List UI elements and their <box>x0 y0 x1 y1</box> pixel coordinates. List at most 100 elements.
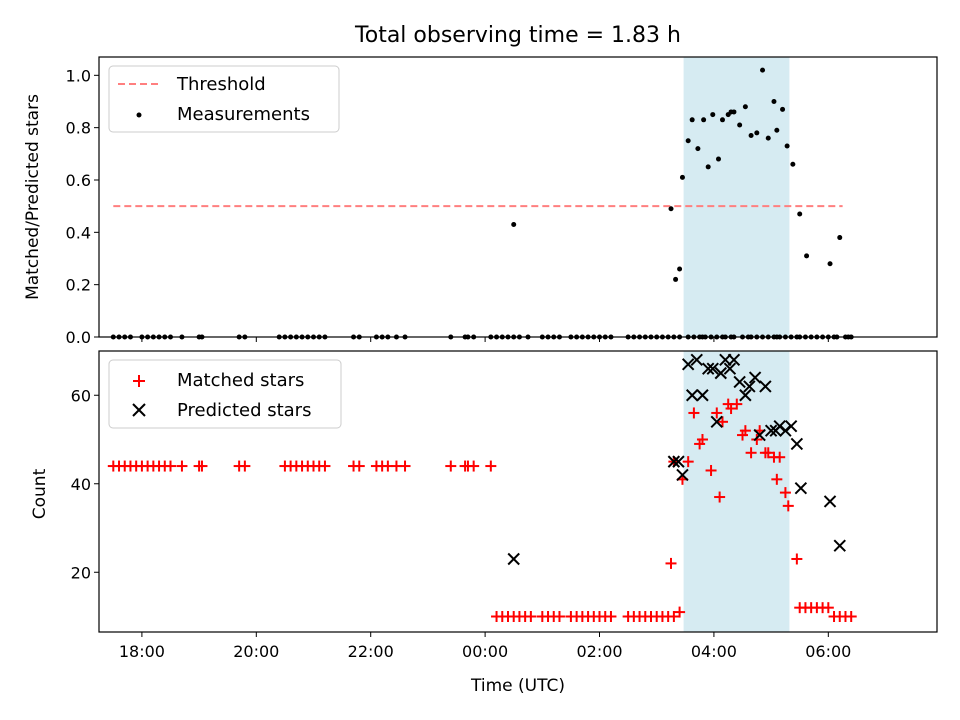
matched-star-point <box>605 611 617 623</box>
ratio-legend: Threshold Measurements <box>108 65 340 133</box>
threshold-legend-label: Threshold <box>176 74 266 95</box>
predicted-star-point <box>727 353 741 367</box>
predicted-star-point <box>833 539 846 552</box>
matched-star-point <box>668 611 680 623</box>
ratio-y-tick-label: 1.0 <box>66 66 91 85</box>
measurement-point <box>715 156 721 162</box>
predicted-star-point <box>690 353 703 367</box>
matched-star-point <box>711 407 723 419</box>
count-panel: 20 40 60 18:00 20:00 22:00 00:00 02:00 04:00 06:… <box>30 350 938 696</box>
matched-star-point <box>553 611 565 623</box>
x-axis-label: Time (UTC) <box>470 676 565 696</box>
measurement-point <box>695 146 701 152</box>
predicted-star-point <box>710 415 723 429</box>
predicted-star-point <box>823 495 837 508</box>
measurement-point <box>748 133 754 139</box>
predicted-star-point <box>714 366 727 380</box>
matched-star-point <box>745 447 757 459</box>
matched-star-point <box>239 460 251 472</box>
predicted-star-point <box>759 380 772 393</box>
matched-star-point <box>468 460 480 472</box>
measurement-point <box>784 143 790 149</box>
measurement-point <box>837 235 843 241</box>
measurement-point <box>780 106 786 112</box>
measurement-point <box>827 261 833 267</box>
count-x-tick-label: 00:00 <box>462 642 508 661</box>
measurement-point <box>771 98 777 104</box>
ratio-y-tick-label: 0.4 <box>66 223 91 242</box>
ratio-panel: 0.0 0.2 0.4 0.6 0.8 1.0 Matched/Predicted sta… <box>23 56 938 347</box>
matched-legend-marker <box>133 375 145 387</box>
count-x-tick-label: 04:00 <box>691 642 737 661</box>
matched-star-point <box>353 460 365 472</box>
predicted-star-point <box>723 362 737 375</box>
matched-legend-label: Matched stars <box>177 370 304 391</box>
matched-star-point <box>716 416 728 428</box>
matched-star-point <box>822 602 834 614</box>
measurement-point <box>668 206 674 212</box>
measurement-point <box>760 67 766 73</box>
matched-star-point <box>714 491 726 503</box>
matched-star-point <box>445 460 457 472</box>
count-x-tick-label: 02:00 <box>576 642 622 661</box>
matched-star-point <box>762 447 774 459</box>
predicted-star-point <box>685 389 699 402</box>
measurement-point <box>742 104 748 110</box>
measurement-point <box>719 117 725 123</box>
matched-star-point <box>845 611 857 623</box>
predicted-star-point <box>753 428 766 442</box>
count-x-tick-label: 18:00 <box>119 642 165 661</box>
count-x-ticks: 18:00 20:00 22:00 00:00 02:00 04:00 06:00 <box>119 632 851 661</box>
predicted-star-point <box>790 437 804 451</box>
ratio-y-tick-label: 0.2 <box>66 276 91 295</box>
measurement-point <box>705 164 711 170</box>
matched-star-point <box>485 460 497 472</box>
ratio-y-tick-label: 0.8 <box>66 119 91 138</box>
predicted-star-point <box>784 420 798 433</box>
ratio-y-tick-label: 0.6 <box>66 171 91 190</box>
count-y-axis-label: Count <box>30 468 50 519</box>
count-axes-frame <box>98 350 938 633</box>
ratio-y-axis-label: Matched/Predicted stars <box>23 94 43 300</box>
measurements-legend-label: Measurements <box>177 104 310 125</box>
observing-span-top <box>683 57 790 337</box>
chart-title: Total observing time = 1.83 h <box>354 23 681 48</box>
matched-star-point <box>771 473 783 485</box>
measurement-point <box>685 138 691 144</box>
matched-star-point <box>779 487 791 499</box>
predicted-star-point <box>701 362 715 375</box>
ratio-axes-frame <box>98 56 938 338</box>
matched-star-point <box>782 500 794 512</box>
predicted-star-point <box>672 455 685 468</box>
predicted-star-point <box>706 362 719 375</box>
matched-star-point <box>319 460 331 472</box>
predicted-star-point <box>676 468 689 482</box>
matched-star-point <box>399 460 411 472</box>
measurement-point <box>673 276 679 282</box>
count-y-tick-label: 20 <box>71 563 91 582</box>
predicted-star-point <box>748 371 762 384</box>
measurement-point <box>737 122 743 128</box>
predicted-star-point <box>733 375 746 389</box>
predicted-star-point <box>696 389 709 402</box>
matched-star-point <box>165 460 177 472</box>
predicted-star-point <box>739 389 752 402</box>
predicted-legend-marker <box>132 403 146 417</box>
measurement-point <box>689 117 695 123</box>
measurement-point <box>754 130 760 136</box>
measurement-point <box>765 135 771 141</box>
matched-star-point <box>731 398 743 410</box>
count-x-tick-label: 20:00 <box>233 642 279 661</box>
ratio-x-ticks <box>141 337 829 342</box>
measurement-point <box>679 174 685 180</box>
measurement-point <box>804 253 810 259</box>
measurements-legend-marker <box>136 112 142 118</box>
measurement-point <box>797 211 803 217</box>
count-x-tick-label: 22:00 <box>348 642 394 661</box>
matched-star-point <box>176 460 188 472</box>
measurement-point <box>710 112 716 118</box>
measurement-point <box>701 117 707 123</box>
predicted-star-point <box>507 552 520 566</box>
matched-star-point <box>696 434 708 446</box>
